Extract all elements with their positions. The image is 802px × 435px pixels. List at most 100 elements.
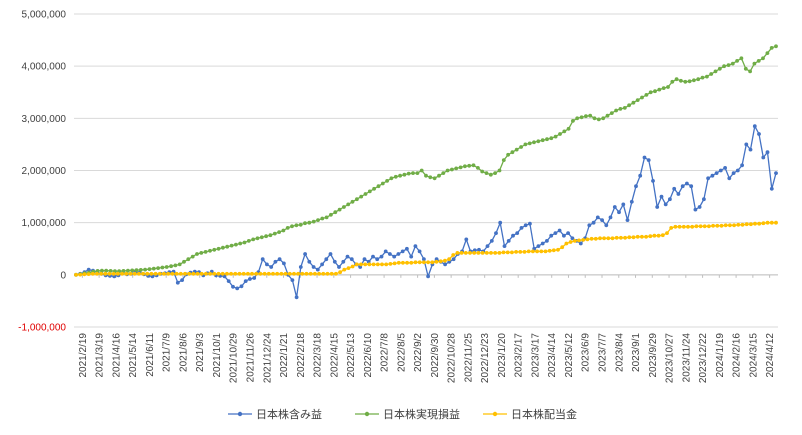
- data-point: [618, 107, 623, 111]
- data-point: [321, 271, 326, 276]
- data-point: [731, 171, 736, 176]
- data-point: [95, 271, 99, 276]
- data-point: [178, 271, 183, 276]
- x-tick-label: 2023/9/1: [631, 333, 642, 372]
- data-point: [722, 64, 726, 69]
- data-point: [718, 168, 723, 173]
- data-point: [736, 222, 741, 227]
- data-point: [761, 56, 765, 61]
- x-tick-label: 2023/3/17: [530, 333, 541, 378]
- data-point: [501, 158, 506, 163]
- data-point: [174, 271, 179, 276]
- series-lines: [74, 44, 778, 300]
- data-point: [237, 271, 242, 276]
- data-point: [443, 258, 447, 263]
- x-tick-label: 2022/9/30: [430, 333, 441, 378]
- data-point: [463, 251, 468, 255]
- data-point: [268, 233, 273, 238]
- data-point: [342, 205, 346, 209]
- data-point: [564, 241, 569, 246]
- data-point: [608, 215, 613, 220]
- x-tick-label: 2022/10/28: [447, 333, 458, 383]
- data-point: [229, 271, 234, 276]
- data-point: [182, 259, 186, 264]
- data-point: [396, 260, 401, 265]
- data-point: [254, 271, 259, 276]
- data-point: [337, 265, 341, 269]
- data-point: [99, 271, 103, 276]
- data-point: [638, 173, 643, 178]
- data-point: [774, 44, 778, 49]
- data-point: [307, 220, 312, 225]
- data-point: [631, 235, 636, 240]
- data-point: [668, 197, 672, 202]
- data-point: [614, 235, 619, 240]
- data-point: [476, 251, 481, 255]
- data-point: [549, 136, 554, 141]
- x-tick-label: 2021/2/19: [78, 333, 89, 378]
- data-point: [471, 163, 476, 168]
- data-point: [539, 249, 544, 254]
- data-point: [216, 271, 221, 276]
- data-point: [238, 241, 243, 246]
- data-point: [300, 271, 305, 276]
- data-point: [311, 265, 316, 269]
- data-point: [547, 248, 552, 253]
- data-point: [498, 220, 503, 225]
- data-point: [740, 163, 744, 168]
- data-point: [640, 234, 644, 239]
- data-point: [656, 233, 661, 238]
- data-point: [455, 251, 460, 255]
- data-point: [345, 254, 350, 259]
- data-point: [592, 116, 597, 121]
- data-point: [116, 271, 120, 276]
- data-point: [519, 226, 524, 230]
- data-point: [622, 106, 627, 110]
- data-point: [627, 235, 632, 240]
- data-point: [635, 234, 640, 239]
- data-point: [104, 268, 109, 273]
- data-point: [316, 218, 320, 223]
- data-point: [669, 226, 674, 230]
- data-point: [329, 271, 334, 276]
- data-point: [376, 184, 381, 189]
- x-tick-label: 2021/10/29: [229, 333, 240, 383]
- data-point: [577, 238, 581, 243]
- data-point: [458, 165, 463, 170]
- data-point: [417, 249, 422, 254]
- series-2: [74, 44, 778, 277]
- legend-marker: [237, 411, 243, 417]
- data-point: [536, 244, 541, 249]
- data-point: [697, 205, 702, 209]
- data-point: [598, 236, 602, 241]
- data-point: [774, 171, 778, 176]
- data-point: [296, 271, 301, 276]
- data-point: [571, 119, 575, 123]
- data-point: [199, 271, 204, 276]
- data-point: [756, 59, 761, 63]
- data-point: [570, 236, 575, 241]
- x-tick-label: 2021/5/14: [128, 333, 139, 378]
- x-tick-label: 2023/10/27: [665, 333, 676, 383]
- data-point: [614, 108, 618, 113]
- data-point: [415, 171, 420, 176]
- data-point: [514, 250, 518, 254]
- data-point: [402, 172, 407, 177]
- data-point: [409, 260, 414, 265]
- data-point: [665, 231, 669, 236]
- data-point: [489, 251, 493, 255]
- data-point: [90, 271, 95, 276]
- data-point: [511, 233, 515, 238]
- data-point: [137, 271, 141, 276]
- data-point: [510, 250, 514, 255]
- data-point: [617, 210, 621, 215]
- data-point: [484, 251, 489, 255]
- data-point: [389, 176, 394, 181]
- data-point: [243, 279, 248, 283]
- data-point: [609, 111, 614, 115]
- data-point: [272, 231, 277, 236]
- data-point: [277, 257, 282, 262]
- data-point: [605, 113, 610, 118]
- data-point: [126, 268, 130, 273]
